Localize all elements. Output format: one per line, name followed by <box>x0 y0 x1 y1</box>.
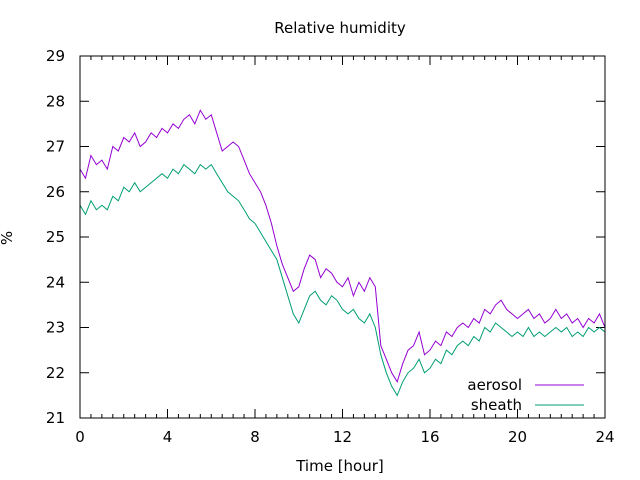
y-tick-label: 24 <box>46 273 65 291</box>
axis-ticks: 0 4 8 12 16 20 24 21 22 23 24 25 26 27 28 29 <box>46 47 615 446</box>
legend-label-sheath: sheath <box>471 396 522 414</box>
x-tick-label: 12 <box>333 428 352 446</box>
legend-label-aerosol: aerosol <box>467 376 522 394</box>
series-line-aerosol <box>79 109 606 384</box>
y-tick-label: 26 <box>46 183 65 201</box>
legend: aerosol sheath <box>467 376 584 414</box>
y-tick-label: 22 <box>46 364 65 382</box>
y-tick-label: 27 <box>46 138 65 156</box>
series-lines <box>79 109 606 397</box>
x-tick-label: 4 <box>163 428 173 446</box>
chart-title: Relative humidity <box>274 19 406 37</box>
x-axis-label: Time [hour] <box>295 457 384 475</box>
y-axis-label: % <box>0 231 16 245</box>
plot-frame <box>79 55 606 419</box>
x-tick-label: 16 <box>420 428 439 446</box>
x-tick-label: 8 <box>250 428 260 446</box>
x-tick-label: 0 <box>75 428 85 446</box>
y-tick-label: 29 <box>46 47 65 65</box>
series-line-sheath <box>79 163 606 397</box>
x-tick-label: 20 <box>508 428 527 446</box>
x-tick-label: 24 <box>595 428 614 446</box>
y-tick-label: 21 <box>46 409 65 427</box>
y-tick-label: 28 <box>46 92 65 110</box>
y-tick-label: 25 <box>46 228 65 246</box>
y-tick-label: 23 <box>46 319 65 337</box>
